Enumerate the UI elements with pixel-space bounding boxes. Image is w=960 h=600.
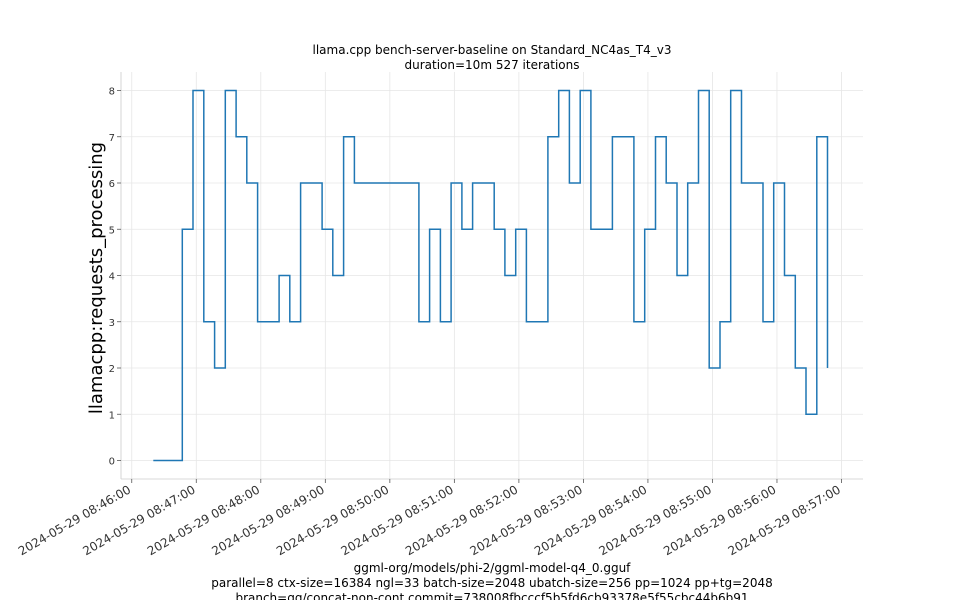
- chart-title: llama.cpp bench-server-baseline on Stand…: [313, 43, 672, 57]
- x-tick-label: 2024-05-29 08:49:00: [209, 482, 326, 558]
- series-line-requests-processing: [153, 89, 829, 462]
- x-tick-label: 2024-05-29 08:51:00: [338, 482, 455, 558]
- y-tick-label: 6: [109, 179, 115, 190]
- grid: [121, 72, 863, 479]
- x-tick-label: 2024-05-29 08:50:00: [274, 482, 391, 558]
- y-axis-label: llamacpp:requests_processing: [86, 142, 107, 414]
- x-tick-label: 2024-05-29 08:55:00: [597, 482, 714, 558]
- y-tick-label: 4: [109, 272, 115, 283]
- y-tick-label: 2: [109, 364, 115, 375]
- y-axis: 0 1 2 3 4 5 6 7 8: [109, 87, 121, 468]
- x-tick-label: 2024-05-29 08:54:00: [532, 482, 649, 558]
- x-tick-label: 2024-05-29 08:48:00: [145, 482, 262, 558]
- chart-subtitle: duration=10m 527 iterations: [405, 58, 580, 72]
- x-tick-label: 2024-05-29 08:53:00: [468, 482, 585, 558]
- y-tick-label: 0: [109, 457, 115, 468]
- x-tick-label: 2024-05-29 08:52:00: [403, 482, 520, 558]
- x-tick-label: 2024-05-29 08:46:00: [16, 482, 133, 558]
- x-tick-label: 2024-05-29 08:47:00: [80, 482, 197, 558]
- y-tick-label: 3: [109, 318, 115, 329]
- y-tick-label: 1: [109, 410, 115, 421]
- x-axis-label-branch: branch=gg/concat-non-cont commit=738008f…: [235, 591, 748, 600]
- x-tick-label: 2024-05-29 08:56:00: [661, 482, 778, 558]
- x-axis-label-model: ggml-org/models/phi-2/ggml-model-q4_0.gg…: [354, 561, 632, 575]
- y-tick-label: 7: [109, 133, 115, 144]
- x-axis-label-params: parallel=8 ctx-size=16384 ngl=33 batch-s…: [211, 576, 772, 590]
- y-tick-label: 5: [109, 225, 115, 236]
- y-tick-label: 8: [109, 87, 115, 98]
- x-tick-label: 2024-05-29 08:57:00: [726, 482, 843, 558]
